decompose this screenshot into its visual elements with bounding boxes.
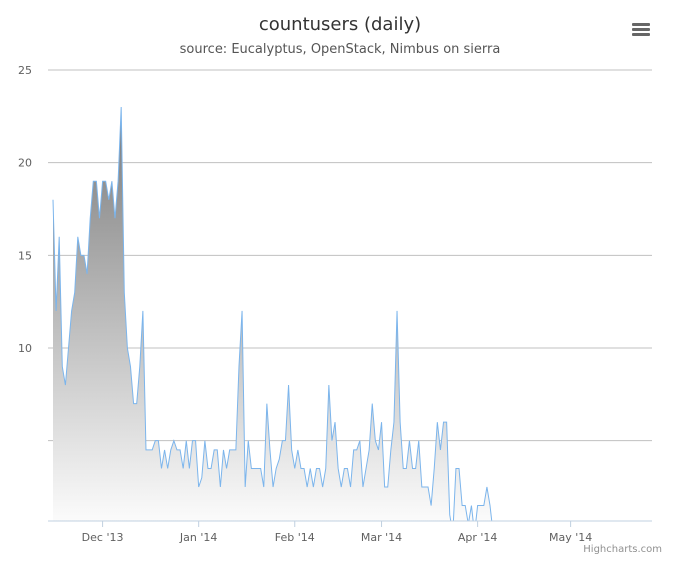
export-menu-button[interactable] [628,18,654,40]
x-tick-label: Jan '14 [179,531,217,544]
y-tick-label: 15 [18,249,32,262]
series-group [52,107,614,521]
x-tick-label: Apr '14 [458,531,498,544]
axes: 25 20 15 10 Dec '13 Jan '14 Feb '14 Mar '14 Apr … [18,64,652,544]
grid-lines [48,69,652,442]
x-tick-label: Mar '14 [361,531,402,544]
series-line [52,107,493,521]
x-tick-label: Feb '14 [275,531,315,544]
x-tick-label: May '14 [549,531,592,544]
x-tick-label: Dec '13 [82,531,124,544]
y-tick-label: 25 [18,64,32,77]
chart-title: countusers (daily) [258,14,422,35]
y-tick-label: 20 [18,157,32,170]
y-tick-label: 10 [18,342,32,355]
chart-subtitle: source: Eucalyptus, OpenStack, Nimbus on… [179,42,501,57]
credits-link[interactable]: Highcharts.com [583,544,662,555]
series-area [53,107,614,521]
